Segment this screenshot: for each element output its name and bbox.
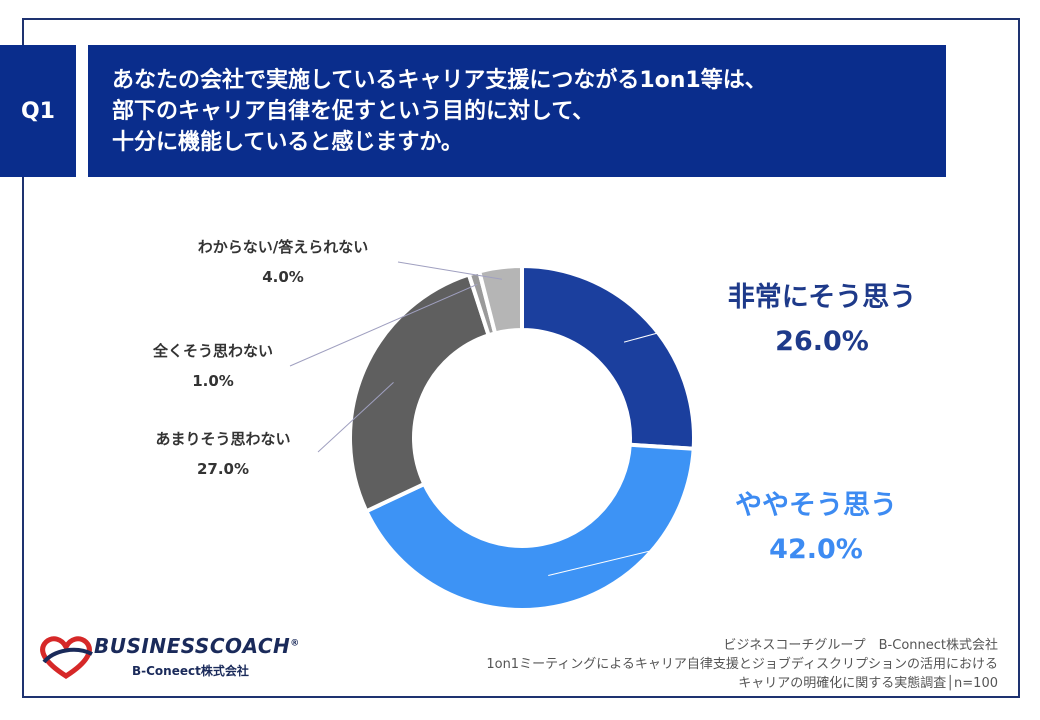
label-unknown: わからない/答えられない 4.0% (168, 232, 398, 292)
slice-strongly-agree (520, 263, 696, 451)
leader-line-somewhat-agree (548, 535, 713, 577)
label-not-at-all-value: 1.0% (192, 372, 234, 390)
label-unknown-value: 4.0% (262, 268, 304, 286)
heart-logo-icon (40, 636, 93, 679)
leader-line-not-at-all (289, 283, 478, 367)
logo-subtitle: B-Coneect株式会社 (132, 664, 249, 678)
question-line-1: あなたの会社で実施しているキャリア支援につながる1on1等は、 (112, 68, 767, 93)
label-strongly-agree-name: 非常にそう思う (727, 282, 917, 313)
slice-somewhat-agree (363, 442, 696, 612)
leader-line-strongly-agree (623, 321, 699, 343)
question-badge: Q1 (0, 45, 76, 177)
source-line-3: キャリアの明確化に関する実態調査│n=100 (738, 676, 998, 691)
label-not-really-name: あまりそう思わない (155, 430, 291, 448)
source-note: ビジネスコーチグループ B-Connect株式会社 1on1ミーティングによるキ… (486, 636, 998, 693)
label-strongly-agree: 非常にそう思う 26.0% (692, 276, 952, 364)
company-logo: BUSINESSCOACH® B-Coneect株式会社 (36, 632, 316, 682)
slice-not-really (348, 271, 492, 514)
label-unknown-name: わからない/答えられない (197, 238, 369, 256)
label-not-really-value: 27.0% (196, 460, 250, 478)
label-somewhat-agree-value: 42.0% (769, 534, 863, 565)
label-strongly-agree-value: 26.0% (775, 326, 869, 357)
source-line-2: 1on1ミーティングによるキャリア自律支援とジョブディスクリプションの活用におけ… (486, 657, 998, 672)
chart-frame (22, 18, 1020, 698)
leader-line-not-really (317, 382, 394, 453)
label-not-at-all: 全くそう思わない 1.0% (128, 336, 298, 396)
question-box: あなたの会社で実施しているキャリア支援につながる1on1等は、 部下のキャリア自… (88, 45, 946, 177)
leader-line-unknown (397, 261, 503, 280)
logo-registered: ® (290, 638, 300, 649)
logo-wordmark: BUSINESSCOACH® (94, 634, 300, 658)
slice-unknown (476, 263, 524, 336)
question-line-2: 部下のキャリア自律を促すという目的に対して、 (112, 99, 595, 124)
question-line-3: 十分に機能していると感じますか。 (112, 130, 463, 155)
label-somewhat-agree: ややそう思う 42.0% (686, 484, 946, 572)
source-line-1: ビジネスコーチグループ B-Connect株式会社 (723, 638, 998, 653)
label-not-really: あまりそう思わない 27.0% (118, 424, 328, 484)
label-somewhat-agree-name: ややそう思う (735, 490, 897, 521)
logo-name: BUSINESSCOACH (94, 634, 291, 658)
label-not-at-all-name: 全くそう思わない (152, 342, 273, 360)
